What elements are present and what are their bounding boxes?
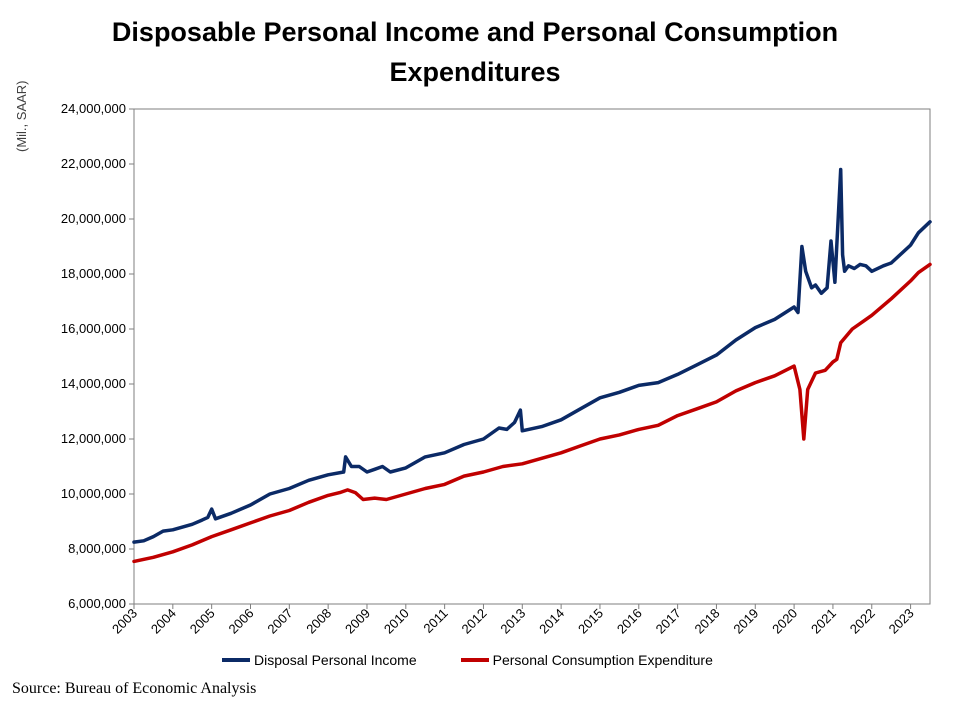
y-tick-label: 6,000,000 [68,596,126,611]
x-tick-label: 2018 [692,606,723,637]
plot-area [133,108,931,605]
legend-swatch-disposable-income [222,658,250,662]
y-axis: 6,000,000 8,000,000 10,000,000 12,000,000 14… [61,101,134,611]
x-tick-label: 2011 [420,606,450,636]
x-tick-label: 2015 [575,606,606,637]
y-tick-label: 10,000,000 [61,486,126,501]
x-tick-label: 2010 [381,606,412,637]
x-tick-label: 2008 [303,606,334,637]
y-tick-label: 14,000,000 [61,376,126,391]
legend-swatch-consumption [460,658,489,662]
y-tick-label: 24,000,000 [61,101,126,116]
y-tick-label: 16,000,000 [61,321,126,336]
x-tick-label: 2020 [769,606,800,637]
y-tick-label: 8,000,000 [68,541,126,556]
x-tick-label: 2009 [342,606,373,637]
legend: Disposal Personal Income Personal Consum… [222,652,713,668]
x-tick-label: 2007 [264,606,295,637]
x-tick-label: 2006 [226,606,257,637]
series-line-disposable-income [132,167,932,544]
x-tick-label: 2021 [808,606,839,637]
legend-item-consumption: Personal Consumption Expenditure [460,652,713,668]
x-tick-label: 2004 [148,606,179,637]
y-tick-label: 22,000,000 [61,156,126,171]
x-tick-label: 2023 [886,606,917,637]
legend-label-consumption: Personal Consumption Expenditure [492,652,713,668]
x-tick-label: 2017 [653,606,684,637]
y-tick-label: 12,000,000 [61,431,126,446]
x-tick-label: 2022 [847,606,878,637]
x-tick-label: 2012 [459,606,490,637]
source-note: Source: Bureau of Economic Analysis [12,680,257,697]
x-tick-label: 2016 [614,606,645,637]
legend-label-disposable-income: Disposal Personal Income [254,652,417,668]
y-tick-label: 18,000,000 [61,266,126,281]
legend-item-disposable-income: Disposal Personal Income [222,652,417,668]
series-line-consumption [132,262,932,564]
series-lines [132,167,932,564]
x-tick-label: 2005 [187,606,218,637]
x-tick-label: 2019 [730,606,761,637]
x-axis: 2003 2004 2005 2006 2007 2008 2009 2010 2011 2012… [109,604,917,637]
y-tick-label: 20,000,000 [61,211,126,226]
chart-title: Disposable Personal Income and Personal … [111,17,839,87]
x-tick-label: 2014 [536,606,567,637]
x-tick-label: 2013 [497,606,528,637]
